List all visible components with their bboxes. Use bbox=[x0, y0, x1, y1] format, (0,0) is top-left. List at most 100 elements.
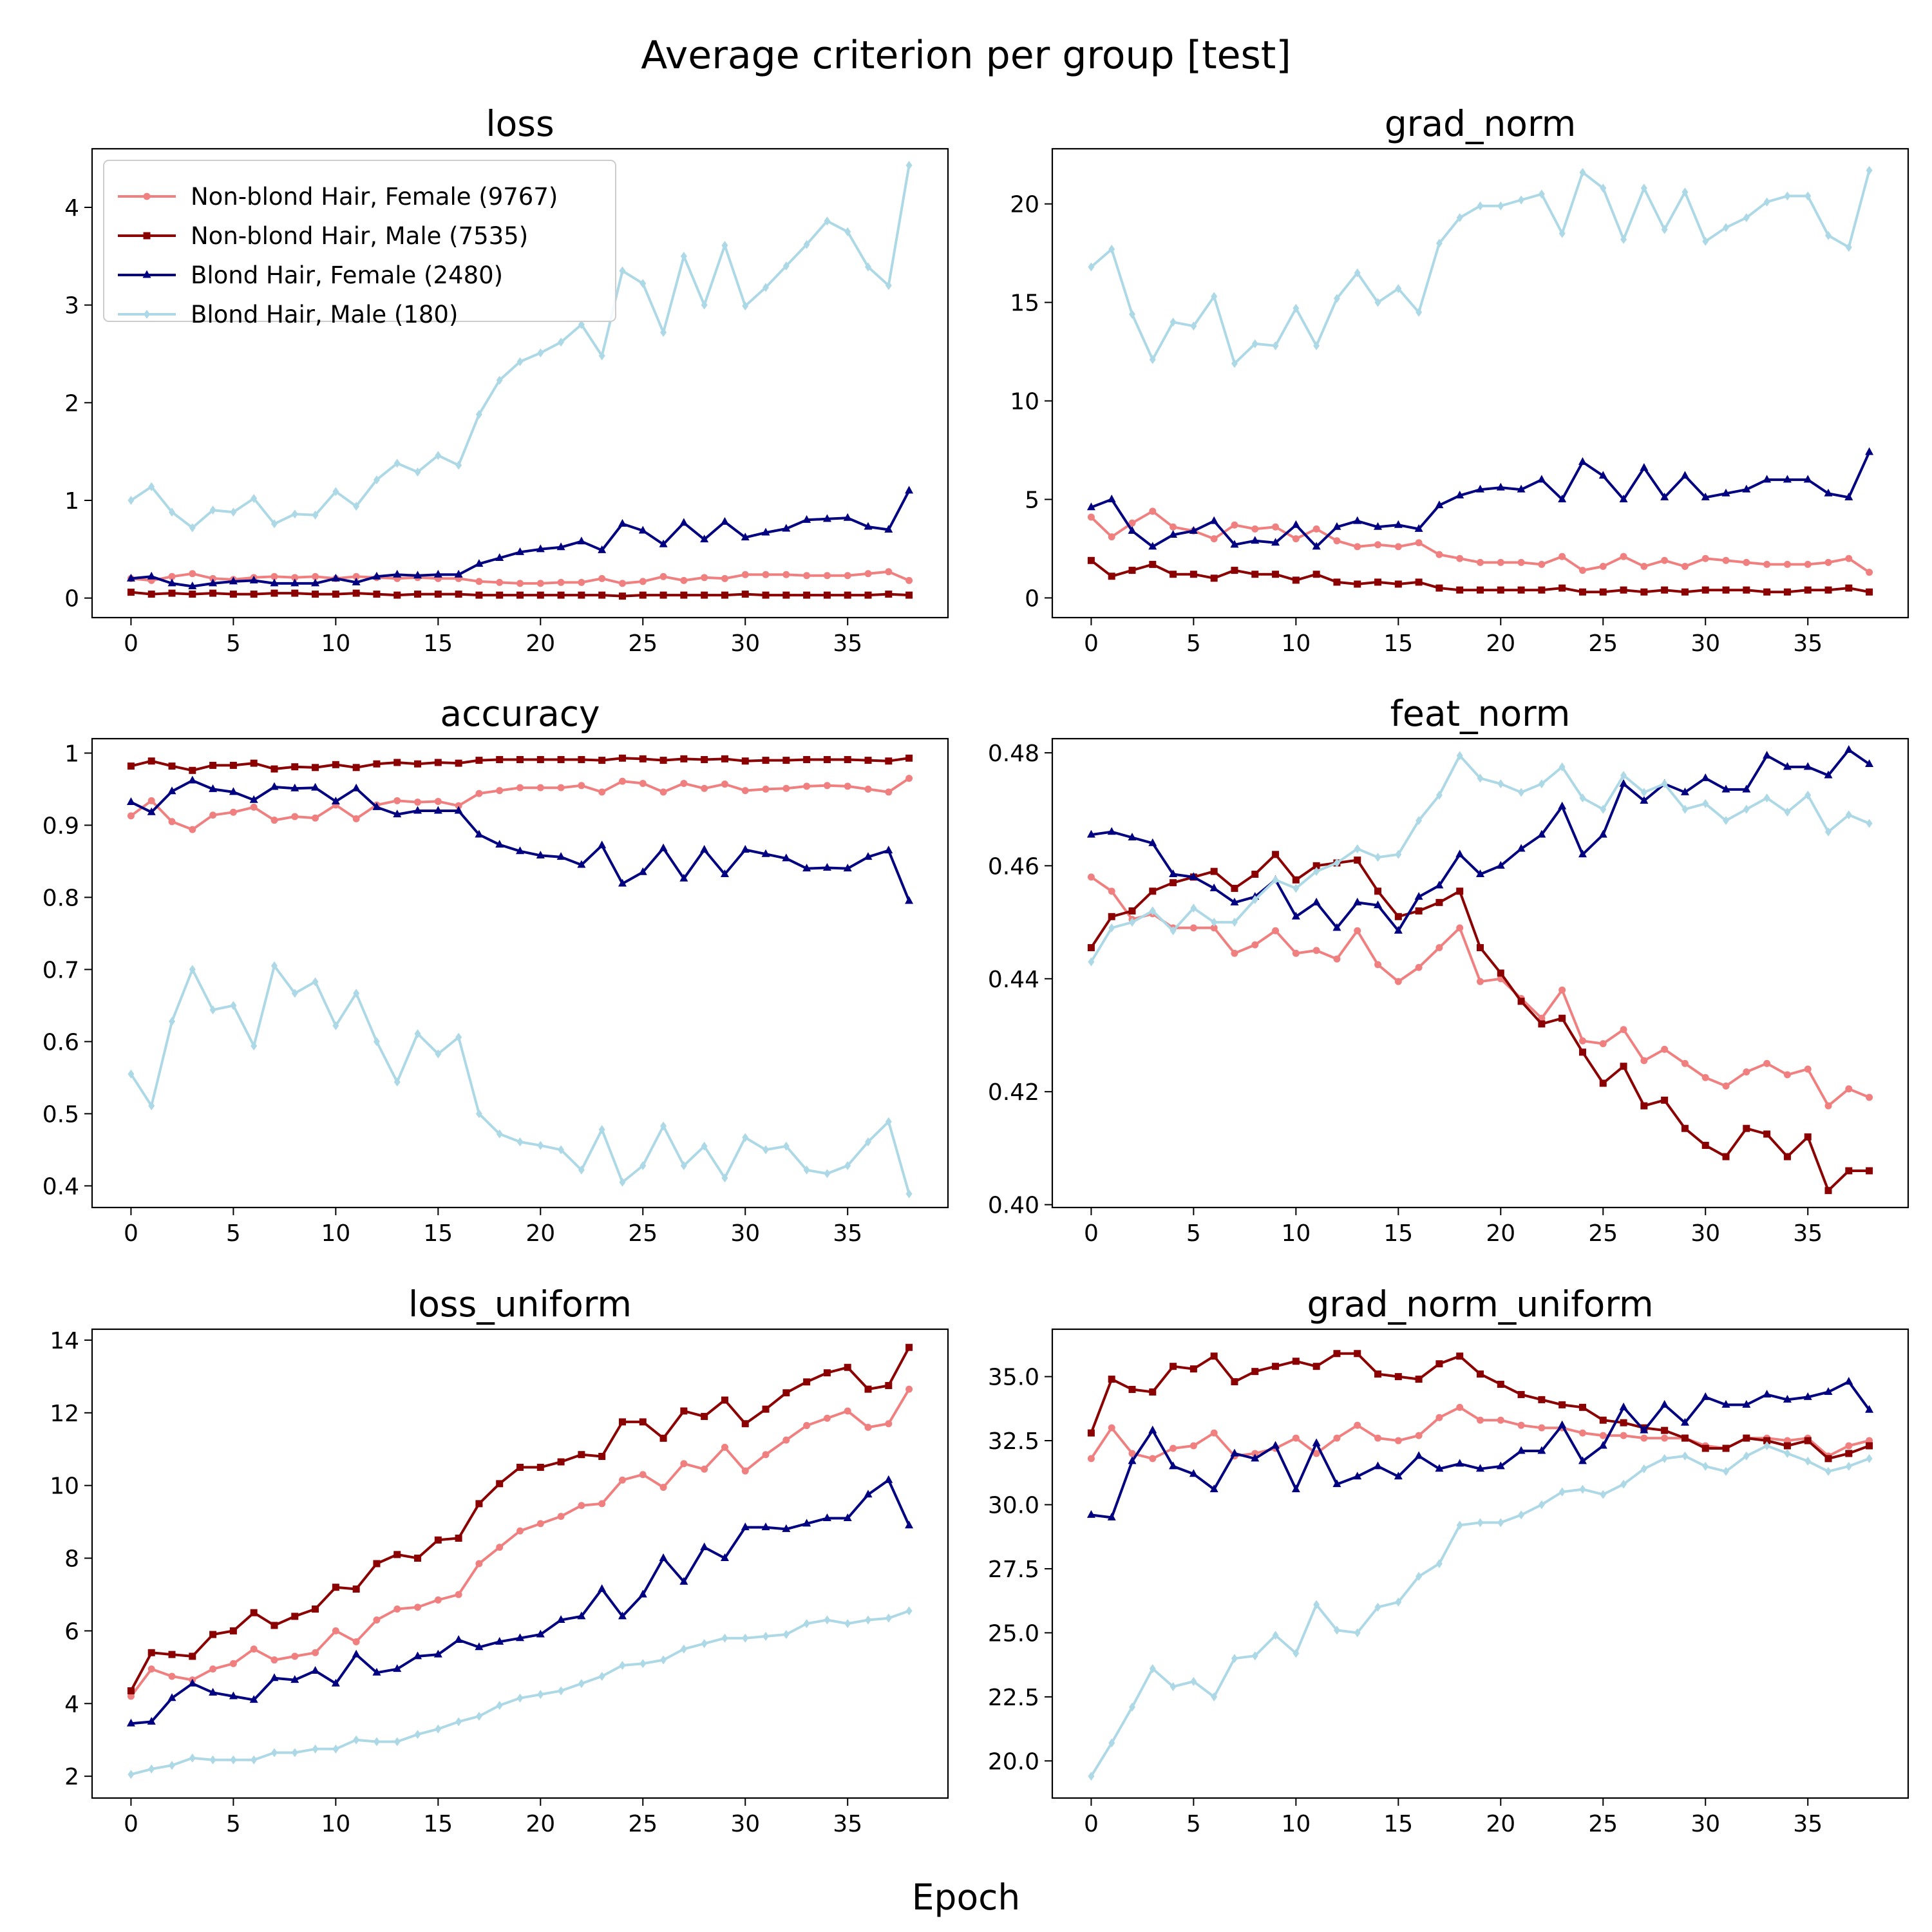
subplot-title: feat_norm bbox=[1390, 693, 1571, 734]
data-point bbox=[905, 591, 913, 599]
legend-entry: Non-blond Hair, Male (7535) bbox=[118, 222, 528, 250]
data-point bbox=[413, 1651, 422, 1660]
series-1 bbox=[127, 1343, 913, 1695]
data-point bbox=[864, 785, 872, 793]
data-point bbox=[680, 1644, 687, 1654]
data-point bbox=[1804, 1133, 1812, 1141]
data-point bbox=[229, 1660, 237, 1667]
data-point bbox=[1210, 924, 1218, 932]
data-point bbox=[1763, 1389, 1772, 1397]
data-point bbox=[270, 817, 278, 824]
data-point bbox=[475, 790, 483, 797]
data-point bbox=[1108, 573, 1115, 580]
data-point bbox=[1170, 1444, 1177, 1452]
data-point bbox=[905, 486, 914, 494]
data-point bbox=[701, 1639, 708, 1649]
data-point bbox=[1824, 586, 1832, 594]
data-point bbox=[598, 1584, 607, 1593]
data-point bbox=[332, 487, 339, 497]
data-point bbox=[312, 814, 319, 822]
data-point bbox=[536, 784, 544, 791]
data-point bbox=[1394, 543, 1402, 551]
data-point bbox=[1803, 1392, 1812, 1400]
data-point bbox=[414, 1555, 422, 1562]
data-point bbox=[1354, 857, 1361, 864]
data-point bbox=[864, 852, 873, 860]
data-point bbox=[742, 301, 749, 311]
data-point bbox=[1416, 816, 1423, 826]
data-point bbox=[1169, 530, 1178, 538]
x-tick-label: 30 bbox=[730, 1220, 760, 1247]
data-point bbox=[1108, 923, 1115, 933]
data-point bbox=[537, 348, 544, 357]
data-point bbox=[475, 578, 483, 585]
data-point bbox=[1681, 588, 1689, 596]
data-point bbox=[721, 1396, 728, 1404]
data-point bbox=[619, 266, 626, 276]
legend-entry: Blond Hair, Male (180) bbox=[118, 301, 458, 328]
data-point bbox=[496, 1701, 503, 1710]
data-point bbox=[1210, 535, 1218, 543]
data-point bbox=[1354, 543, 1361, 551]
data-point bbox=[1231, 359, 1238, 368]
data-point bbox=[270, 961, 278, 971]
data-point bbox=[598, 591, 606, 599]
data-point bbox=[1660, 1399, 1669, 1408]
data-point bbox=[1476, 869, 1484, 878]
data-point bbox=[741, 591, 749, 598]
subplot-title: grad_norm bbox=[1385, 103, 1576, 144]
data-point bbox=[290, 578, 299, 587]
data-point bbox=[516, 846, 524, 855]
data-point bbox=[250, 591, 258, 598]
subplot-loss: loss 0 5 10 15 20 25 30 35 0 1 2 3 4 Non-blond Hair, F… bbox=[64, 103, 949, 657]
axes-frame bbox=[1051, 737, 1909, 1209]
data-point bbox=[496, 1129, 503, 1139]
data-point bbox=[291, 589, 299, 597]
data-point bbox=[782, 261, 790, 270]
data-point bbox=[1803, 475, 1812, 483]
data-point bbox=[598, 574, 606, 582]
data-point bbox=[1333, 578, 1341, 586]
data-point bbox=[1701, 1392, 1710, 1400]
data-point bbox=[516, 1693, 524, 1703]
data-point bbox=[701, 784, 708, 792]
data-point bbox=[557, 578, 565, 586]
data-point bbox=[188, 1678, 197, 1687]
axes-frame bbox=[91, 147, 949, 619]
data-point bbox=[1394, 1472, 1403, 1480]
data-point bbox=[312, 764, 319, 772]
data-point bbox=[352, 1638, 360, 1645]
data-point bbox=[557, 591, 565, 599]
data-point bbox=[1312, 1438, 1321, 1446]
data-point bbox=[885, 568, 893, 576]
data-point bbox=[1824, 1102, 1832, 1110]
data-point bbox=[1477, 773, 1484, 783]
data-point bbox=[639, 279, 647, 289]
data-point bbox=[578, 591, 585, 599]
y-tick-label: 2 bbox=[64, 1764, 79, 1790]
data-point bbox=[679, 1577, 688, 1585]
data-point bbox=[475, 757, 483, 764]
data-point bbox=[127, 589, 135, 596]
data-point bbox=[1722, 1153, 1730, 1160]
data-point bbox=[1456, 586, 1464, 594]
x-tick-label: 35 bbox=[1793, 1811, 1823, 1837]
x-tick-label: 35 bbox=[833, 630, 862, 657]
data-point bbox=[1374, 522, 1383, 530]
x-tick-label: 5 bbox=[226, 1220, 241, 1247]
data-point bbox=[761, 527, 770, 536]
data-point bbox=[1742, 484, 1751, 493]
data-point bbox=[128, 1770, 135, 1779]
y-tick-label: 6 bbox=[64, 1618, 79, 1645]
data-point bbox=[434, 1596, 442, 1604]
data-point bbox=[639, 1471, 647, 1479]
data-point bbox=[1353, 1472, 1362, 1480]
y-tick-label: 0.40 bbox=[988, 1193, 1039, 1219]
data-point bbox=[126, 797, 135, 806]
data-point bbox=[127, 1692, 135, 1700]
y-tick-label: 35.0 bbox=[988, 1365, 1039, 1391]
data-point bbox=[433, 569, 442, 578]
axes-frame bbox=[91, 737, 949, 1209]
data-point bbox=[1763, 793, 1770, 803]
